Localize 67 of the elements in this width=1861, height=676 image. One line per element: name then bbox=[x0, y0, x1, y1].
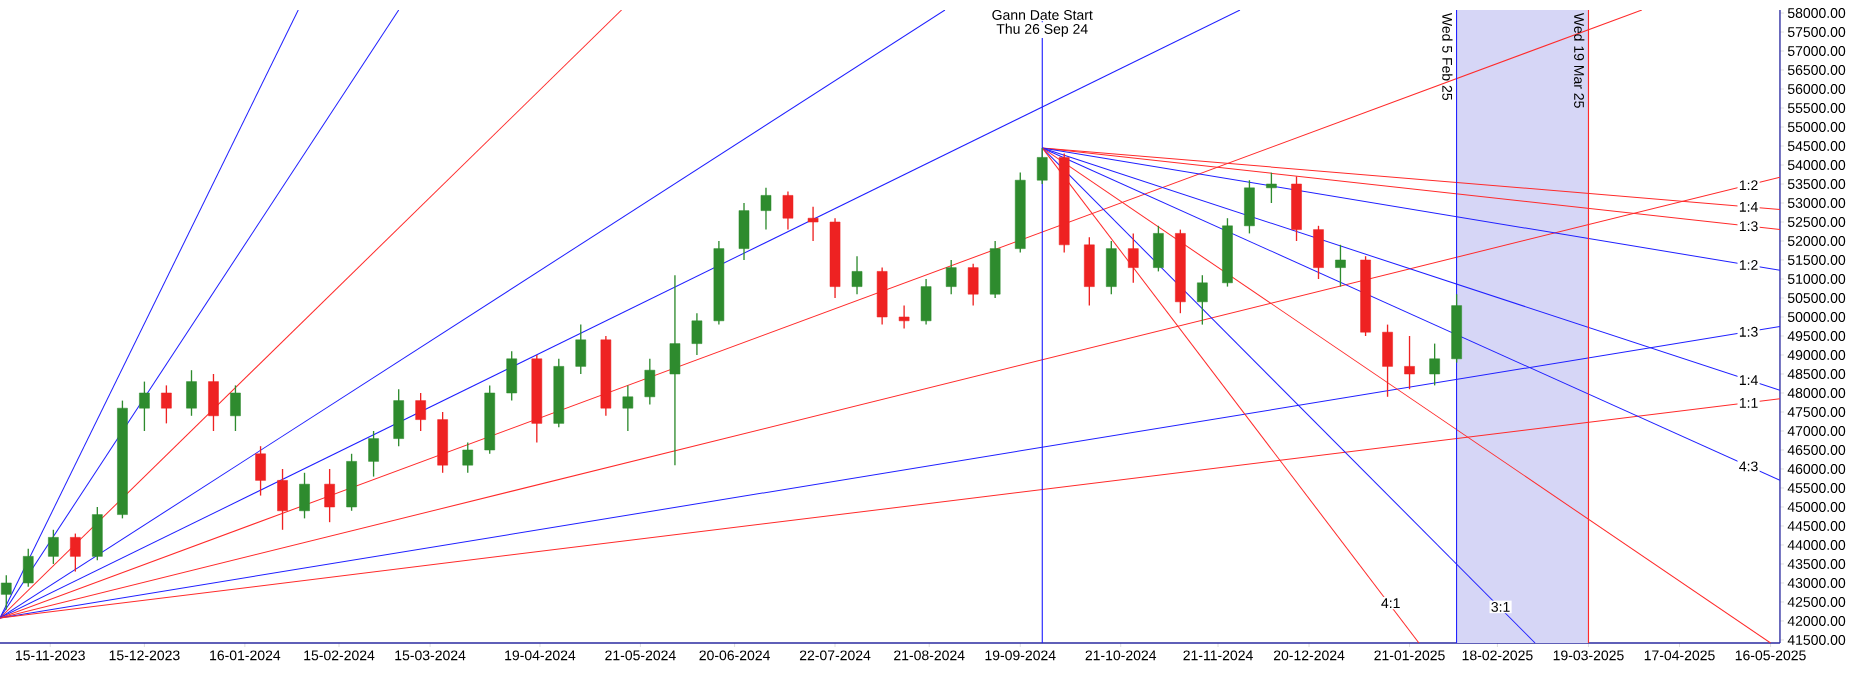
y-tick-label: 48000.00 bbox=[1787, 388, 1846, 398]
y-tick-label: 50500.00 bbox=[1787, 293, 1846, 303]
x-tick-label: 19-03-2025 bbox=[1553, 650, 1624, 661]
annotation: 1:4 bbox=[1739, 202, 1758, 212]
x-tick-label: 22-07-2024 bbox=[799, 650, 871, 661]
y-tick-label: 41500.00 bbox=[1787, 635, 1846, 645]
annotation: 1:3 bbox=[1739, 221, 1758, 232]
y-tick-label: 42500.00 bbox=[1787, 597, 1846, 607]
x-tick-label: 21-11-2024 bbox=[1183, 650, 1253, 661]
y-tick-label: 51500.00 bbox=[1787, 255, 1846, 265]
y-tick-label: 52500.00 bbox=[1787, 217, 1846, 227]
x-tick-label: 15-11-2023 bbox=[16, 650, 85, 661]
x-tick-label: 21-01-2025 bbox=[1374, 650, 1445, 661]
x-tick-label: 16-05-2025 bbox=[1735, 650, 1806, 661]
y-tick-label: 44500.00 bbox=[1787, 521, 1846, 531]
annotation: 1:3 bbox=[1739, 326, 1758, 337]
x-tick-label: 19-09-2024 bbox=[985, 650, 1056, 661]
y-tick-label: 54000.00 bbox=[1787, 160, 1846, 170]
y-tick-label: 56000.00 bbox=[1787, 84, 1846, 94]
y-tick-label: 44000.00 bbox=[1787, 540, 1846, 550]
x-tick-label: 15-12-2023 bbox=[109, 650, 180, 661]
y-tick-label: 57000.00 bbox=[1787, 46, 1846, 56]
y-tick-label: 46500.00 bbox=[1787, 445, 1846, 455]
y-tick-label: 46000.00 bbox=[1787, 464, 1846, 474]
x-tick-label: 15-02-2024 bbox=[304, 650, 375, 661]
y-tick-label: 47000.00 bbox=[1787, 426, 1846, 436]
y-tick-label: 53500.00 bbox=[1787, 179, 1846, 189]
annotation: 4:3 bbox=[1739, 461, 1758, 472]
x-tick-label: 20-06-2024 bbox=[699, 650, 770, 661]
y-tick-label: 52000.00 bbox=[1787, 236, 1846, 246]
y-tick-label: 55500.00 bbox=[1787, 103, 1846, 113]
y-tick-label: 56500.00 bbox=[1787, 65, 1846, 75]
x-tick-label: 15-03-2024 bbox=[395, 650, 466, 661]
annotation: 1:2 bbox=[1739, 260, 1758, 270]
x-tick-label: 21-10-2024 bbox=[1085, 650, 1157, 661]
x-tick-label: 17-04-2025 bbox=[1644, 650, 1715, 661]
y-tick-label: 51000.00 bbox=[1787, 274, 1846, 284]
annotation: 1:2 bbox=[1739, 180, 1758, 191]
annotation: 3:1 bbox=[1491, 601, 1510, 612]
y-tick-label: 55000.00 bbox=[1787, 122, 1846, 132]
y-tick-label: 49000.00 bbox=[1787, 350, 1846, 360]
x-tick-label: 18-02-2025 bbox=[1462, 650, 1533, 661]
x-tick-label: 21-05-2024 bbox=[605, 650, 676, 661]
y-tick-label: 54500.00 bbox=[1787, 141, 1846, 151]
x-tick-label: 16-01-2024 bbox=[210, 650, 281, 661]
annotation: Gann Date Start bbox=[992, 9, 1093, 20]
y-tick-label: 57500.00 bbox=[1787, 27, 1846, 37]
annotation: 1:4 bbox=[1739, 375, 1758, 385]
y-tick-label: 47500.00 bbox=[1787, 407, 1846, 417]
y-tick-label: 50000.00 bbox=[1787, 312, 1846, 322]
y-tick-label: 58000.00 bbox=[1787, 8, 1846, 18]
annotation: 4:1 bbox=[1381, 598, 1400, 608]
x-tick-label: 19-04-2024 bbox=[505, 650, 576, 661]
y-tick-label: 49500.00 bbox=[1787, 331, 1846, 341]
y-tick-label: 45500.00 bbox=[1787, 483, 1846, 493]
y-tick-label: 43000.00 bbox=[1787, 578, 1846, 588]
y-tick-label: 45000.00 bbox=[1787, 502, 1846, 512]
y-tick-label: 48500.00 bbox=[1787, 369, 1846, 379]
y-tick-label: 53000.00 bbox=[1787, 198, 1846, 208]
annotation: Thu 26 Sep 24 bbox=[996, 23, 1088, 37]
y-tick-label: 42000.00 bbox=[1787, 616, 1846, 626]
annotation: 1:1 bbox=[1739, 398, 1758, 408]
y-tick-label: 43500.00 bbox=[1787, 559, 1846, 569]
ref-line-label: Wed 19 Mar 25 bbox=[1574, 12, 1585, 108]
x-tick-label: 20-12-2024 bbox=[1273, 650, 1345, 661]
x-tick-label: 21-08-2024 bbox=[894, 650, 965, 661]
ref-line-label: Wed 5 Feb 25 bbox=[1442, 12, 1453, 101]
